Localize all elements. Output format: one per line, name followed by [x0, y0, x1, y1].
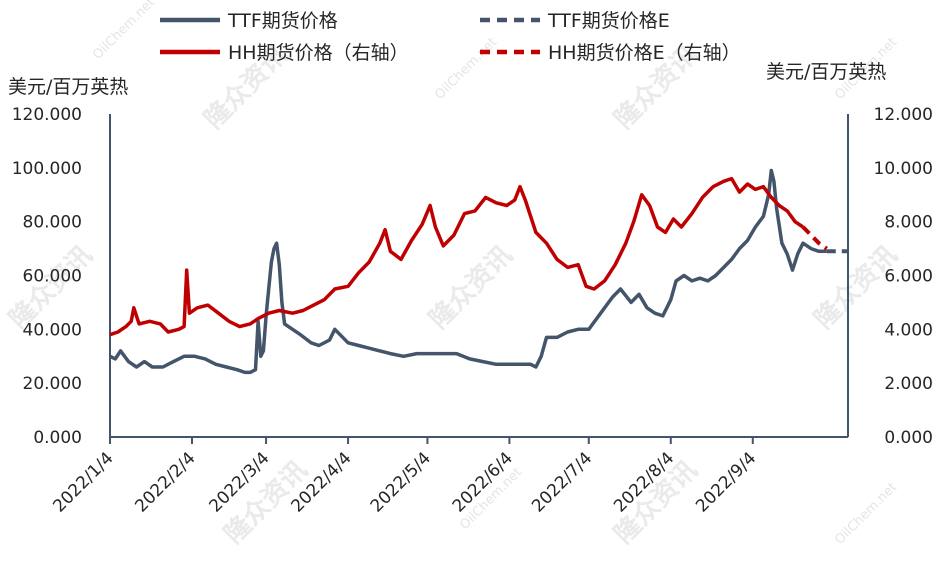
right-axis-tick-label: 10.000: [874, 159, 933, 179]
left-axis-tick-label: 20.000: [23, 374, 82, 394]
legend-label: HH期货价格E（右轴）: [548, 42, 741, 64]
legend-label: TTF期货价格E: [547, 10, 670, 32]
right-axis-unit: 美元/百万英热: [766, 61, 886, 83]
left-axis-tick-label: 60.000: [23, 267, 82, 287]
legend-label: HH期货价格（右轴）: [228, 42, 409, 64]
right-axis-tick-label: 2.000: [884, 374, 933, 394]
legend-label: TTF期货价格: [227, 10, 338, 32]
right-axis-tick-label: 12.000: [874, 105, 933, 125]
right-axis-ticks: 12.000 10.000 8.000 6.000 4.000 2.000 0.000: [874, 105, 933, 448]
right-axis-tick-label: 0.000: [884, 428, 933, 448]
legend: TTF期货价格 TTF期货价格E HH期货价格（右轴） HH期货价格E（右轴）: [160, 10, 741, 64]
x-tick-label: 2022/5/4: [367, 448, 435, 516]
left-axis-ticks: 120.000 100.000 80.000 60.000 40.000 20.000 0.…: [12, 105, 82, 448]
left-axis-unit: 美元/百万英热: [8, 76, 128, 98]
axes: [109, 114, 849, 438]
series-hh: [109, 176, 804, 337]
left-axis-tick-label: 0.000: [33, 428, 82, 448]
left-axis-tick-label: 120.000: [12, 105, 82, 125]
series-ttf: [109, 168, 827, 375]
right-axis-tick-label: 8.000: [884, 213, 933, 233]
watermark-url: OilChem.net: [432, 35, 500, 103]
left-axis-tick-label: 40.000: [23, 320, 82, 340]
right-axis-tick-label: 4.000: [884, 320, 933, 340]
watermark-url: OilChem.net: [90, 0, 158, 63]
left-axis-tick-label: 100.000: [12, 159, 82, 179]
series-hh-e: [801, 225, 828, 251]
x-tick-label: 2022/1/4: [49, 448, 117, 516]
watermark-url: OilChem.net: [832, 480, 900, 548]
right-axis-tick-label: 6.000: [884, 267, 933, 287]
series-layer: [109, 168, 848, 375]
x-tick-label: 2022/7/4: [528, 448, 596, 516]
left-axis-tick-label: 80.000: [23, 213, 82, 233]
watermark: 隆众资讯: [424, 240, 519, 335]
x-tick-label: 2022/2/4: [131, 448, 199, 516]
x-tick-label: 2022/9/4: [692, 448, 760, 516]
